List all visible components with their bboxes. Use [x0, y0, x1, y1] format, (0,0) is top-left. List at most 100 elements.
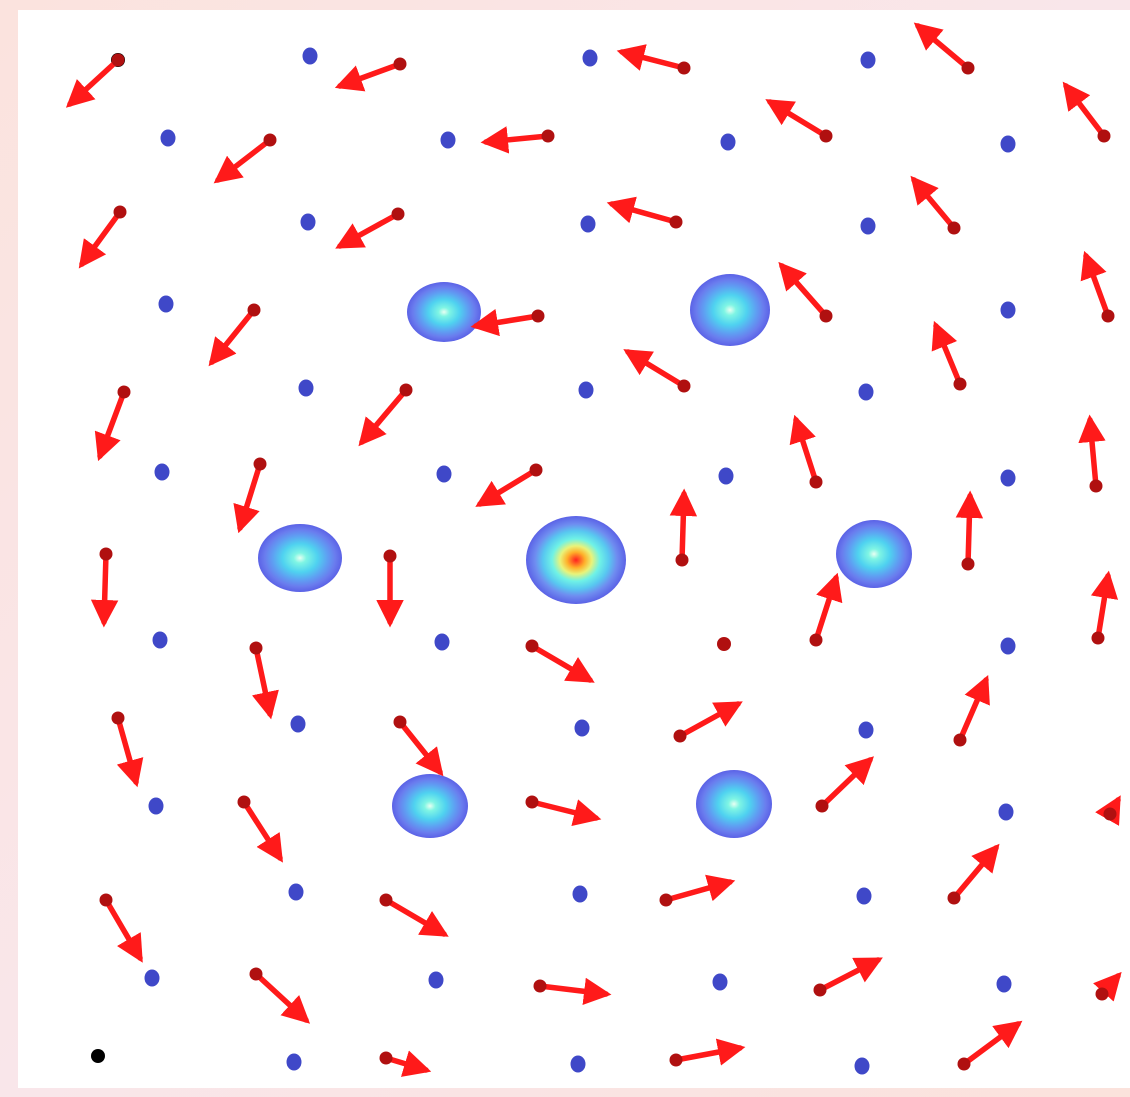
arrow-base-dot — [1089, 479, 1103, 493]
arrow-shaft — [241, 799, 283, 863]
arrow-base-dot — [399, 383, 413, 397]
arrow-base-dot — [947, 221, 961, 235]
arrow-base-dot — [379, 893, 393, 907]
site-dot-icon — [570, 1055, 586, 1073]
moment-arrow-icon — [813, 957, 883, 997]
arrow-shaft — [334, 61, 403, 92]
arrow-shaft — [335, 211, 401, 249]
moment-arrow-icon — [475, 463, 543, 507]
arrow-shaft — [955, 490, 984, 567]
arrow-shaft — [103, 897, 143, 963]
arrow-shaft — [957, 674, 990, 743]
site-dot-icon — [860, 51, 876, 69]
site-dot-icon — [286, 1053, 302, 1071]
moment-arrow-icon — [931, 320, 967, 391]
moment-arrow-icon — [65, 53, 125, 108]
site-dot-icon — [996, 975, 1012, 993]
moment-arrow-icon — [208, 303, 261, 367]
moment-arrow-icon — [233, 457, 267, 534]
arrow-shaft — [910, 175, 957, 231]
arrow-base-dot — [117, 385, 131, 399]
moment-arrow-icon — [778, 261, 833, 323]
intensity-peak-icon — [696, 770, 772, 838]
arrow-base-dot — [819, 309, 833, 323]
arrow-shaft — [819, 756, 874, 809]
intensity-peak-icon — [690, 274, 770, 346]
arrow-shaft — [663, 874, 736, 903]
moment-arrow-icon — [393, 715, 444, 777]
moment-arrow-icon — [525, 639, 595, 683]
arrow-base-dot — [961, 61, 975, 75]
spin-lattice-diagram — [65, 22, 1122, 1077]
arrow-shaft — [817, 957, 883, 993]
intensity-peaks — [258, 274, 912, 838]
arrow-base-dot — [669, 215, 683, 229]
arrow-base-dot — [947, 891, 961, 905]
site-dot-icon — [998, 803, 1014, 821]
moment-arrow-icon — [379, 893, 449, 937]
moment-arrow-icon — [213, 133, 277, 184]
site-dot-icon — [858, 383, 874, 401]
moment-arrow-icon — [94, 385, 131, 462]
arrow-shaft — [951, 843, 1000, 901]
arrow-base-dot — [379, 1051, 393, 1065]
site-dot-icon — [856, 887, 872, 905]
arrow-base-dot — [961, 557, 975, 571]
site-dot-icon — [854, 1057, 870, 1075]
moment-arrow-icon — [809, 572, 843, 647]
moment-arrow-icon — [623, 349, 691, 393]
arrow-base-dot — [263, 133, 277, 147]
site-dot-icon — [144, 969, 160, 987]
red-site-dot-icon — [717, 637, 731, 651]
site-dot-icon — [858, 721, 874, 739]
arrow-base-dot — [393, 715, 407, 729]
arrow-base-dot — [677, 61, 691, 75]
moment-arrow-icon — [379, 1050, 432, 1077]
arrow-base-dot — [531, 309, 545, 323]
arrow-shaft — [961, 1020, 1023, 1067]
site-dot-icon — [712, 973, 728, 991]
arrow-base-dot — [953, 733, 967, 747]
arrow-shaft — [789, 414, 819, 485]
arrow-shaft — [383, 1050, 432, 1077]
arrow-shaft — [90, 551, 119, 628]
moment-arrow-icon — [376, 549, 404, 628]
arrow-base-dot — [99, 893, 113, 907]
arrow-shaft — [233, 461, 263, 534]
site-dot-icon — [1000, 469, 1016, 487]
arrow-base-dot — [253, 457, 267, 471]
moment-arrow-icon — [78, 205, 127, 269]
arrow-base-dot — [957, 1057, 971, 1071]
arrow-shaft — [606, 196, 679, 225]
arrow-shaft — [1090, 570, 1119, 641]
moment-arrow-icon — [90, 547, 119, 628]
site-dot-icon — [148, 797, 164, 815]
moment-arrow-icon — [1062, 81, 1111, 143]
magnetic-moments — [65, 22, 1122, 1077]
lattice-sites — [91, 47, 1016, 1075]
moment-arrow-icon — [606, 196, 683, 229]
arrow-shaft — [778, 261, 829, 319]
moment-arrow-icon — [249, 967, 311, 1024]
site-dot-icon — [290, 715, 306, 733]
arrow-shaft — [65, 57, 121, 108]
arrow-shaft — [669, 488, 698, 563]
arrow-base-dot — [247, 303, 261, 317]
arrow-base-dot — [1103, 807, 1117, 821]
arrow-base-dot — [809, 475, 823, 489]
site-dot-icon — [718, 467, 734, 485]
arrow-shaft — [213, 137, 273, 184]
arrow-shaft — [480, 126, 551, 154]
moment-arrow-icon — [616, 44, 691, 75]
site-dot-icon — [1000, 135, 1016, 153]
arrow-shaft — [913, 22, 971, 71]
arrow-shaft — [813, 572, 843, 643]
moment-arrow-icon — [789, 414, 823, 489]
moment-arrow-icon — [910, 175, 961, 235]
moment-arrow-icon — [470, 308, 545, 337]
arrow-base-dot — [111, 711, 125, 725]
intensity-peak-icon — [258, 524, 342, 592]
moment-arrow-icon — [947, 843, 1000, 905]
site-dot-icon — [302, 47, 318, 65]
moment-arrow-icon — [358, 383, 413, 447]
